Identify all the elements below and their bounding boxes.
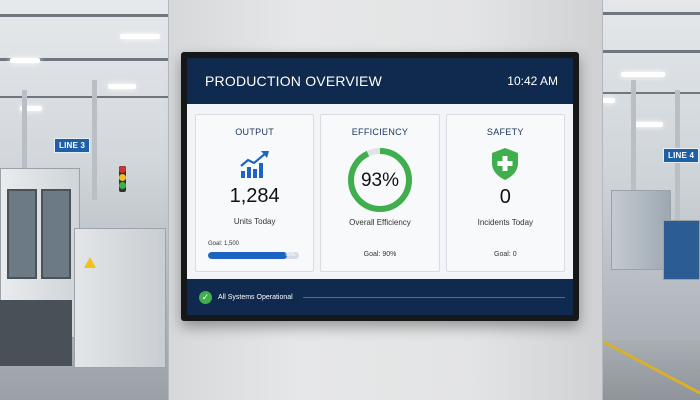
efficiency-card: EFFICIENCY 93% Overall Efficiency Goal: … [320, 114, 440, 272]
output-value: 1,284 [229, 185, 280, 207]
warning-sign-icon [84, 257, 96, 268]
dashboard-header: PRODUCTION OVERVIEW 10:42 AM [187, 58, 573, 104]
wall-monitor: PRODUCTION OVERVIEW 10:42 AM OUTPUT 1,28… [181, 52, 579, 321]
ceiling-light [603, 98, 615, 103]
efficiency-value: 93% [360, 170, 399, 191]
output-progress-bar [208, 252, 300, 259]
kpi-cards: OUTPUT 1,284 Units Today Goal: 1,500 86% [195, 114, 565, 272]
check-circle-icon: ✓ [199, 290, 212, 304]
stack-light [119, 166, 126, 192]
machine-window [41, 189, 71, 279]
ceiling-beam [0, 14, 168, 17]
ceiling-light [108, 84, 136, 89]
efficiency-label: Overall Efficiency [349, 218, 411, 227]
ceiling-light [10, 58, 40, 63]
efficiency-goal: Goal: 90% [363, 251, 397, 258]
safety-label: Incidents Today [477, 218, 534, 227]
chart-trend-up-icon [239, 151, 269, 178]
electrical-cabinet [74, 228, 166, 368]
ceiling-light [633, 122, 663, 127]
ceiling-light [621, 72, 665, 77]
ceiling-beam [603, 50, 700, 53]
safety-goal: Goal: 0 [494, 251, 517, 258]
dashboard-screen: PRODUCTION OVERVIEW 10:42 AM OUTPUT 1,28… [187, 58, 573, 315]
status-bar: ✓ All Systems Operational [187, 279, 573, 315]
ceiling-light [20, 106, 42, 111]
ceiling-beam [0, 96, 168, 98]
output-progress-fill [208, 252, 287, 259]
ceiling-beam [603, 92, 700, 94]
page-title: PRODUCTION OVERVIEW [205, 73, 383, 89]
safety-card-title: SAFETY [486, 127, 524, 137]
output-card: OUTPUT 1,284 Units Today Goal: 1,500 86% [195, 114, 315, 272]
column [22, 90, 27, 200]
efficiency-ring-gauge [347, 148, 412, 212]
assembly-machine [611, 190, 671, 270]
column [92, 80, 97, 200]
machine-base [0, 300, 72, 366]
factory-background-right: LINE 4 [603, 0, 700, 400]
assembly-machine [663, 220, 700, 280]
column [675, 90, 680, 280]
shield-plus-icon [492, 148, 519, 180]
status-text: All Systems Operational [218, 293, 293, 301]
output-card-title: OUTPUT [235, 127, 275, 137]
output-progress-label: 86% [285, 252, 296, 258]
ceiling-beam [603, 12, 700, 15]
line-4-sign: LINE 4 [663, 148, 700, 163]
clock: 10:42 AM [507, 74, 558, 88]
factory-background-left: LINE 3 [0, 0, 168, 400]
efficiency-card-title: EFFICIENCY [351, 127, 409, 137]
status-divider [302, 296, 565, 298]
safety-value: 0 [499, 186, 511, 208]
output-label: Units Today [233, 217, 276, 226]
column [631, 80, 636, 280]
ceiling-light [120, 34, 160, 39]
line-3-sign: LINE 3 [54, 138, 91, 153]
machine-window [7, 189, 37, 279]
safety-card: SAFETY 0 Incidents Today Goal: 0 [445, 114, 565, 272]
output-goal: Goal: 1,500 [208, 241, 240, 247]
ceiling-beam [0, 58, 168, 61]
